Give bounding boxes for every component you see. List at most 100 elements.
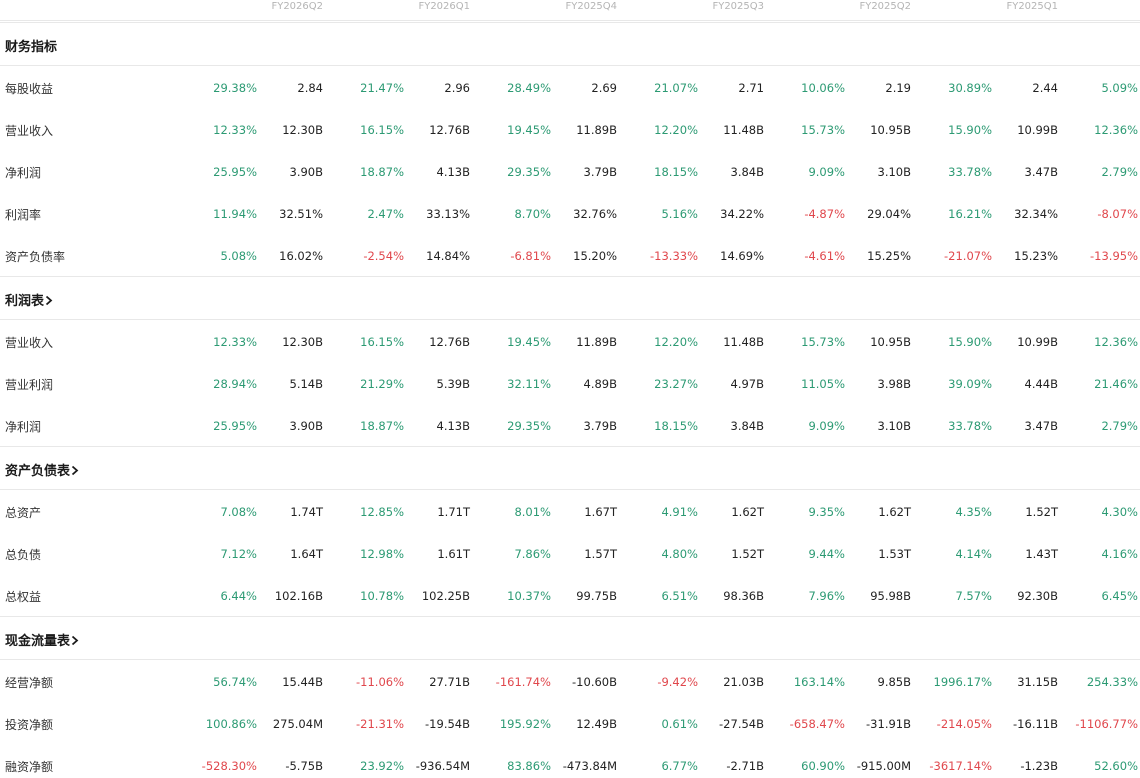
change-percent-cell: 5.09% xyxy=(1101,81,1138,95)
row-label: 资产负债率 xyxy=(5,250,66,264)
value-cell: 12.76B xyxy=(429,123,470,137)
value-cell: 1.64T xyxy=(290,547,323,561)
section-title-2[interactable]: 资产负债表 xyxy=(5,460,79,479)
table-row: 净利润 25.95% 3.90B 18.87% 4.13B 29.35% 3.79B 18.1… xyxy=(0,150,1140,192)
change-percent-cell: 19.45% xyxy=(507,123,551,137)
value-cell: 4.44B xyxy=(1024,377,1059,391)
section-title-1[interactable]: 利润表 xyxy=(5,290,53,309)
value-cell: -16.11B xyxy=(1013,717,1058,731)
row-label: 每股收益 xyxy=(5,82,54,96)
change-percent-cell: 8.70% xyxy=(514,207,551,221)
value-cell: 98.36B xyxy=(723,589,764,603)
value-cell: 1.62T xyxy=(878,505,911,519)
chevron-right-icon xyxy=(71,634,79,649)
value-cell: -473.84M xyxy=(562,759,617,773)
table-row: 经营净额 56.74% 15.44B -11.06% 27.71B -161.74% -10… xyxy=(0,660,1140,702)
value-cell: 15.25% xyxy=(867,249,911,263)
change-percent-cell: -4.61% xyxy=(804,249,845,263)
value-cell: 1.52T xyxy=(1025,505,1058,519)
value-cell: 21.03B xyxy=(723,675,764,689)
value-cell: -1.23B xyxy=(1020,759,1058,773)
value-cell: 4.97B xyxy=(730,377,765,391)
value-cell: 99.75B xyxy=(576,589,617,603)
change-percent-cell: 4.91% xyxy=(661,505,698,519)
change-percent-cell: 30.89% xyxy=(948,81,992,95)
table-row: 投资净额 100.86% 275.04M -21.31% -19.54B 195.92% 1… xyxy=(0,702,1140,744)
value-cell: 16.02% xyxy=(279,249,323,263)
value-cell: 29.04% xyxy=(867,207,911,221)
value-cell: 11.48B xyxy=(723,123,764,137)
change-percent-cell: 56.74% xyxy=(213,675,257,689)
section-header-1: 利润表 xyxy=(0,276,1140,320)
value-cell: 15.20% xyxy=(573,249,617,263)
value-cell: 12.49B xyxy=(576,717,617,731)
period-header-row: FY2026Q2 FY2026Q1 FY2025Q4 FY2025Q3 FY2025Q2… xyxy=(0,0,1140,21)
change-percent-cell: 2.79% xyxy=(1101,419,1138,433)
change-percent-cell: 33.78% xyxy=(948,419,992,433)
change-percent-cell: 9.44% xyxy=(808,547,845,561)
value-cell: 32.34% xyxy=(1014,207,1058,221)
value-cell: 11.89B xyxy=(576,123,617,137)
change-percent-cell: -658.47% xyxy=(789,717,845,731)
period-header-0: FY2026Q2 xyxy=(271,1,323,12)
change-percent-cell: 12.36% xyxy=(1094,335,1138,349)
value-cell: 5.14B xyxy=(289,377,324,391)
change-percent-cell: 15.90% xyxy=(948,123,992,137)
section-title-3[interactable]: 现金流量表 xyxy=(5,630,79,649)
change-percent-cell: 15.73% xyxy=(801,335,845,349)
value-cell: -10.60B xyxy=(572,675,617,689)
value-cell: 4.13B xyxy=(436,165,471,179)
value-cell: -19.54B xyxy=(425,717,470,731)
change-percent-cell: -13.95% xyxy=(1090,249,1138,263)
change-percent-cell: 21.29% xyxy=(360,377,404,391)
value-cell: 34.22% xyxy=(720,207,764,221)
change-percent-cell: -21.31% xyxy=(356,717,404,731)
change-percent-cell: 6.45% xyxy=(1101,589,1138,603)
table-row: 融资净额 -528.30% -5.75B 23.92% -936.54M 83.86% -4… xyxy=(0,744,1140,778)
change-percent-cell: 163.14% xyxy=(793,675,845,689)
value-cell: -27.54B xyxy=(719,717,764,731)
value-cell: 2.19 xyxy=(885,81,911,95)
change-percent-cell: 12.85% xyxy=(360,505,404,519)
value-cell: 1.74T xyxy=(290,505,323,519)
value-cell: 1.53T xyxy=(878,547,911,561)
table-row: 资产负债率 5.08% 16.02% -2.54% 14.84% -6.81% 15.20%… xyxy=(0,234,1140,276)
row-label: 总负债 xyxy=(5,548,42,562)
table-row: 总资产 7.08% 1.74T 12.85% 1.71T 8.01% 1.67T 4.91% 1… xyxy=(0,490,1140,532)
section-title-text: 财务指标 xyxy=(5,40,58,55)
change-percent-cell: 29.38% xyxy=(213,81,257,95)
value-cell: 3.84B xyxy=(730,165,765,179)
section-title-text: 现金流量表 xyxy=(5,634,71,649)
value-cell: 3.90B xyxy=(289,419,324,433)
value-cell: 2.69 xyxy=(591,81,617,95)
change-percent-cell: 25.95% xyxy=(213,165,257,179)
change-percent-cell: 19.45% xyxy=(507,335,551,349)
value-cell: 95.98B xyxy=(870,589,911,603)
change-percent-cell: 9.09% xyxy=(808,419,845,433)
table-row: 营业利润 28.94% 5.14B 21.29% 5.39B 32.11% 4.89B 23.… xyxy=(0,362,1140,404)
change-percent-cell: 18.87% xyxy=(360,165,404,179)
change-percent-cell: 23.92% xyxy=(360,759,404,773)
value-cell: 33.13% xyxy=(426,207,470,221)
change-percent-cell: -1106.77% xyxy=(1075,717,1138,731)
value-cell: 3.84B xyxy=(730,419,765,433)
change-percent-cell: -8.07% xyxy=(1097,207,1138,221)
change-percent-cell: 12.98% xyxy=(360,547,404,561)
value-cell: 10.99B xyxy=(1017,123,1058,137)
change-percent-cell: -161.74% xyxy=(495,675,551,689)
value-cell: 2.44 xyxy=(1032,81,1058,95)
change-percent-cell: 6.44% xyxy=(220,589,257,603)
row-label: 营业收入 xyxy=(5,336,54,350)
value-cell: 4.89B xyxy=(583,377,618,391)
row-label: 融资净额 xyxy=(5,760,54,774)
change-percent-cell: 29.35% xyxy=(507,165,551,179)
change-percent-cell: 28.49% xyxy=(507,81,551,95)
change-percent-cell: 52.60% xyxy=(1094,759,1138,773)
value-cell: 12.30B xyxy=(282,335,323,349)
table-row: 总权益 6.44% 102.16B 10.78% 102.25B 10.37% 99.75B… xyxy=(0,574,1140,616)
change-percent-cell: 15.73% xyxy=(801,123,845,137)
change-percent-cell: 5.16% xyxy=(661,207,698,221)
change-percent-cell: 18.15% xyxy=(654,165,698,179)
change-percent-cell: -2.54% xyxy=(363,249,404,263)
